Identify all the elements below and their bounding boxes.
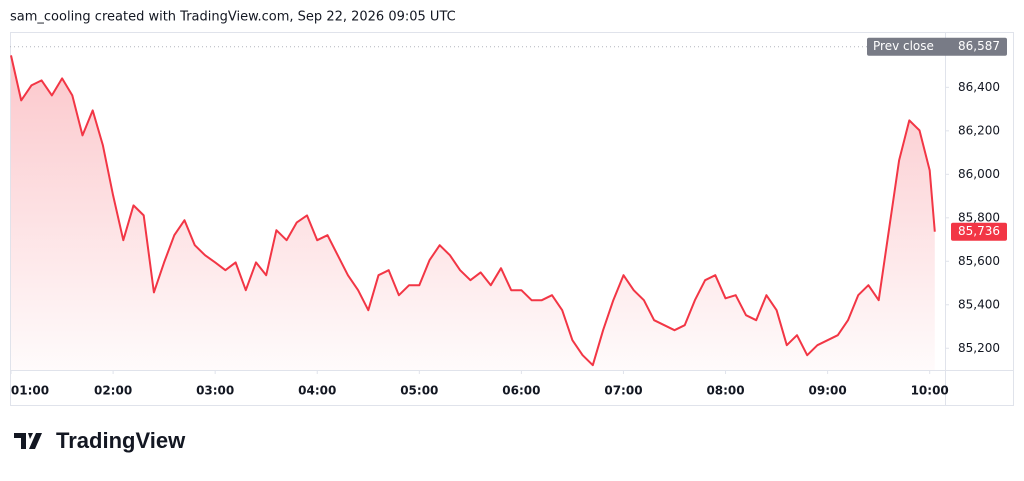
y-tick-label: 85,600 — [958, 254, 1000, 268]
y-tick-label: 86,400 — [958, 80, 1000, 94]
x-tick-label: 10:00 — [911, 384, 949, 398]
header: sam_cooling created with TradingView.com… — [10, 10, 456, 25]
logo: TradingView — [14, 428, 186, 453]
x-tick-label: 01:00 — [11, 384, 49, 398]
x-tick-label: 02:00 — [94, 384, 132, 398]
x-tick-label: 07:00 — [604, 384, 642, 398]
x-tick-label: 09:00 — [809, 384, 847, 398]
logo-icon — [14, 433, 42, 449]
prev-close-label: 86,587 — [958, 39, 1000, 53]
y-tick-label: 85,200 — [958, 341, 1000, 355]
prev-close-badge — [867, 37, 1007, 56]
last-price-badge — [951, 222, 1007, 241]
y-tick-label: 86,200 — [958, 123, 1000, 137]
price-line — [10, 55, 936, 367]
y-tick-label: 85,800 — [958, 210, 1000, 224]
y-tick-label: 85,400 — [958, 297, 1000, 311]
area-fill — [11, 55, 935, 371]
x-tick-label: 08:00 — [706, 384, 744, 398]
last-price-label: 85,736 — [958, 224, 1000, 238]
x-tick-label: 03:00 — [196, 384, 234, 398]
prev-close-name: Prev close — [873, 39, 934, 53]
x-tick-label: 06:00 — [502, 384, 540, 398]
x-tick-label: 05:00 — [400, 384, 438, 398]
brand: TradingView — [56, 428, 186, 453]
pane-border — [10, 32, 1014, 406]
y-tick-label: 86,000 — [958, 167, 1000, 181]
x-tick-label: 04:00 — [298, 384, 336, 398]
